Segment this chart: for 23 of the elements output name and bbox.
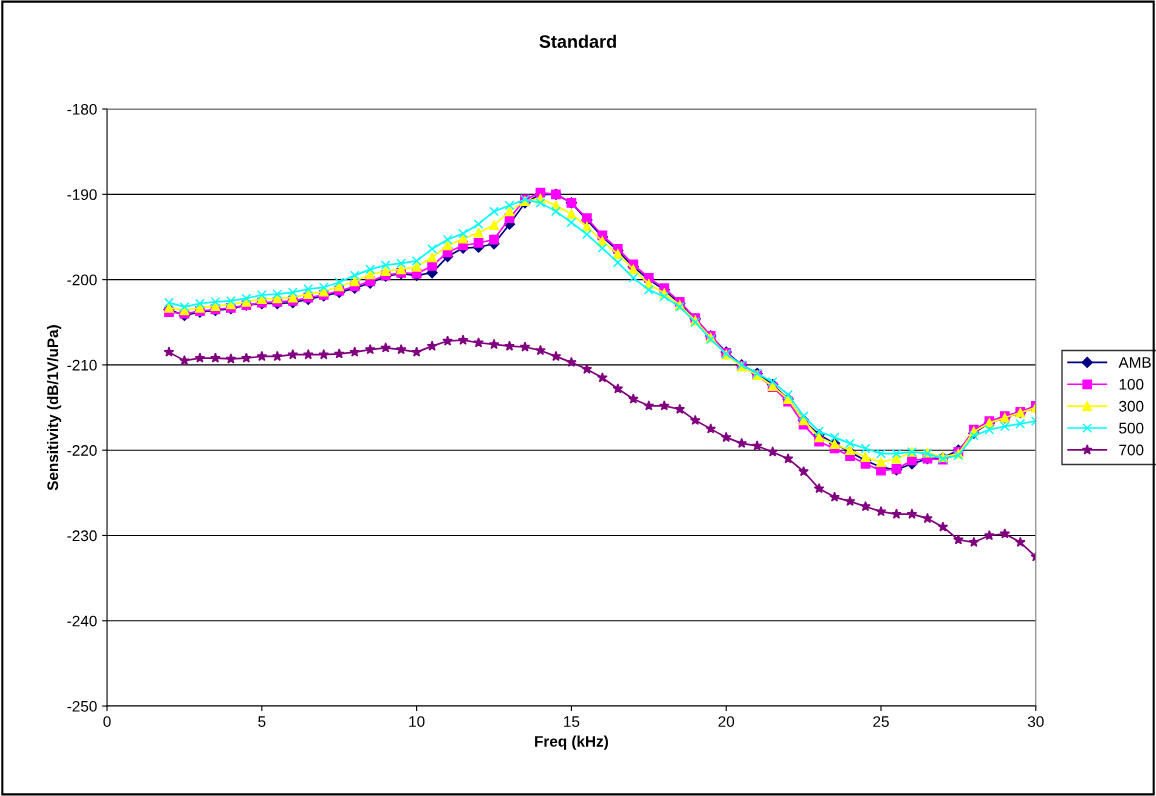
x-tick-label: 30 [1027,716,1044,727]
legend-label: AMB [1118,357,1151,368]
x-tick-label: 15 [564,716,580,727]
chart-title: Standard [539,34,616,48]
y-tick-label: -230 [67,530,97,542]
y-tick-label: -200 [67,274,97,286]
y-tick-label: -190 [67,189,97,201]
y-tick-label: -250 [67,700,97,712]
x-tick-label: 25 [873,716,889,727]
y-tick-label: -210 [67,359,97,371]
x-tick-label: 10 [409,716,425,727]
y-tick-label: -220 [67,445,97,456]
legend-label: 700 [1119,444,1144,456]
legend-label: 300 [1119,400,1144,412]
x-tick-label: 0 [103,716,111,727]
x-tick-label: 20 [718,716,735,727]
y-axis-title: Sensitivity (dB/1V/uPa) [46,325,62,491]
y-tick-label: -180 [67,103,97,115]
x-axis-title: Freq (kHz) [535,735,608,750]
x-tick-label: 5 [258,716,266,727]
y-tick-label: -240 [67,615,97,627]
legend-label: 100 [1119,378,1144,390]
legend-label: 500 [1119,422,1144,434]
